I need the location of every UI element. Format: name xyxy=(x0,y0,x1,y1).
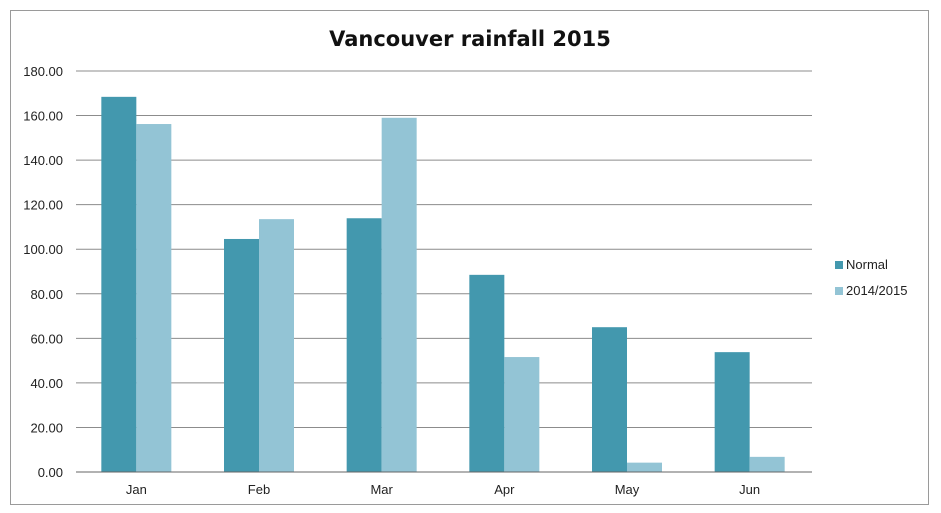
gridlines xyxy=(76,70,812,428)
y-tick-label: 60.00 xyxy=(30,331,63,346)
x-axis-labels: Jan Feb Mar Apr May Jun xyxy=(126,482,760,497)
x-tick-label: Apr xyxy=(494,482,515,497)
y-tick-label: 120.00 xyxy=(23,198,63,213)
bar-apr-normal xyxy=(469,274,505,472)
bar-may-normal xyxy=(592,327,627,472)
y-tick-label: 20.00 xyxy=(30,420,63,435)
legend-label: 2014/2015 xyxy=(846,283,907,298)
y-tick-label: 80.00 xyxy=(30,287,63,302)
x-tick-label: Feb xyxy=(248,482,270,497)
y-tick-label: 40.00 xyxy=(30,376,63,391)
y-tick-label: 180.00 xyxy=(23,64,63,79)
x-tick-label: Jun xyxy=(739,482,760,497)
y-tick-label: 0.00 xyxy=(38,465,63,480)
x-tick-label: May xyxy=(615,482,640,497)
y-axis-ticks: 0.00 20.00 40.00 60.00 80.00 100.00 120.00 140.… xyxy=(23,64,63,480)
bars xyxy=(101,96,785,473)
y-tick-label: 140.00 xyxy=(23,153,63,168)
bar-jan-2014-2015 xyxy=(136,124,172,472)
chart-title: Vancouver rainfall 2015 xyxy=(329,27,611,51)
legend: Normal 2014/2015 xyxy=(835,257,907,298)
bar-apr-2014-2015 xyxy=(504,357,540,472)
bar-mar-normal xyxy=(346,218,382,472)
bar-mar-2014-2015 xyxy=(381,117,417,473)
bar-jun-normal xyxy=(714,352,750,472)
bar-jun-2014-2015 xyxy=(749,456,785,472)
y-tick-label: 160.00 xyxy=(23,109,63,124)
bar-may-2014-2015 xyxy=(627,462,662,472)
legend-swatch xyxy=(835,261,843,269)
legend-label: Normal xyxy=(846,257,888,272)
bar-feb-2014-2015 xyxy=(259,219,294,472)
bar-jan-normal xyxy=(101,96,137,472)
legend-swatch xyxy=(835,287,843,295)
x-tick-label: Mar xyxy=(370,482,393,497)
bar-feb-normal xyxy=(224,238,259,472)
y-tick-label: 100.00 xyxy=(23,242,63,257)
x-tick-label: Jan xyxy=(126,482,147,497)
